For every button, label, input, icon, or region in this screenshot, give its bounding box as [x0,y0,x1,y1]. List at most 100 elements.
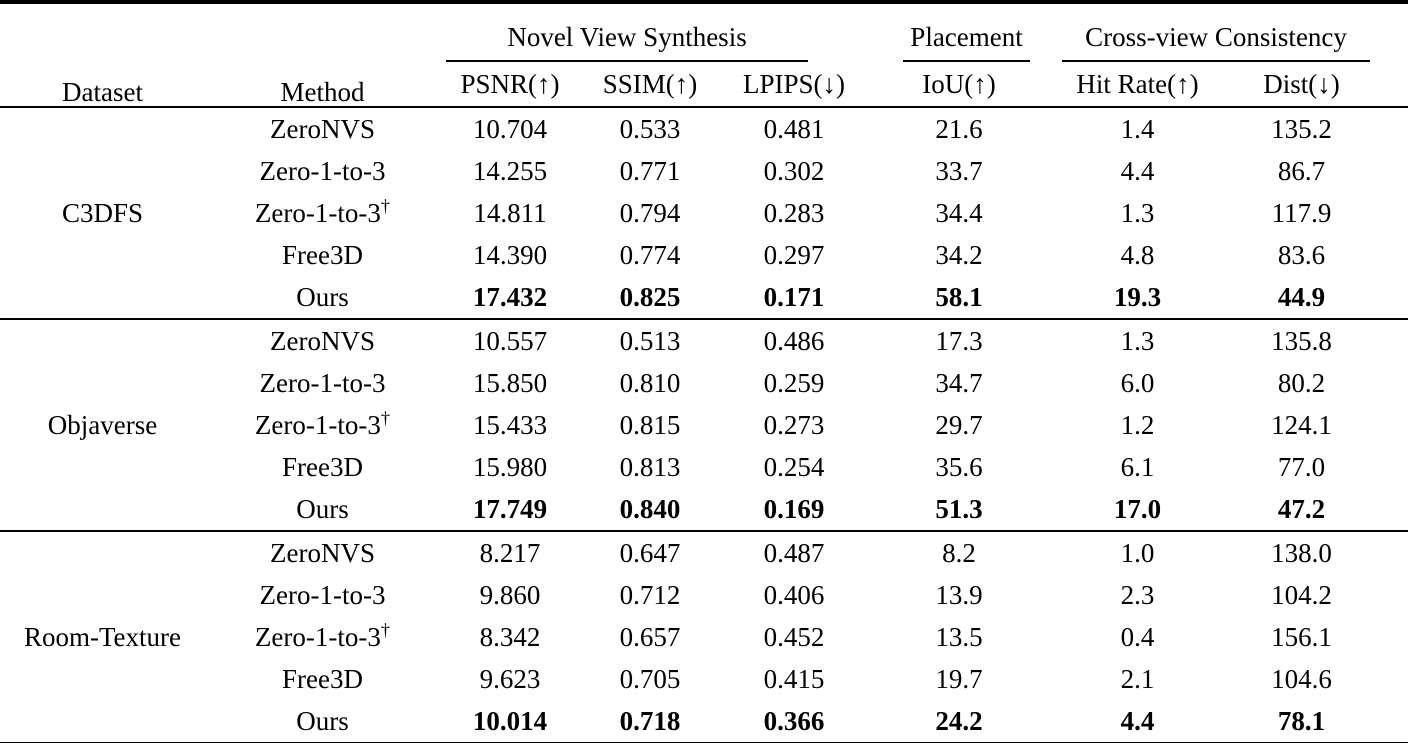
dist-value: 80.2 [1277,367,1326,398]
table-row-ours: Ours 17.432 0.825 0.171 58.1 19.3 44.9 [0,276,1408,319]
psnr-value: 14.255 [472,155,548,186]
ssim-value: 0.513 [619,325,681,356]
hit-rate-value: 19.3 [1113,281,1162,312]
iou-value: 34.2 [935,239,983,270]
dist-value: 117.9 [1271,197,1332,228]
hit-rate-value: 4.4 [1120,155,1155,186]
dist-value: 135.8 [1271,325,1332,356]
method-label: Zero-1-to-3† [254,407,391,440]
ssim-value: 0.712 [619,579,681,610]
iou-value: 51.3 [935,493,983,524]
method-label: Ours [296,493,349,524]
ssim-value: 0.774 [619,239,681,270]
dataset-label: Room-Texture [23,621,182,652]
method-label: ZeroNVS [270,113,375,144]
dist-value: 156.1 [1271,621,1332,652]
table-row: Zero-1-to-3 14.255 0.771 0.302 33.7 4.4 … [0,150,1408,192]
method-label: Ours [296,281,349,312]
hit-rate-value: 2.1 [1120,663,1155,694]
lpips-value: 0.171 [763,281,825,312]
column-header-psnr: PSNR(↑) [440,62,580,108]
iou-value: 21.6 [935,113,983,144]
lpips-value: 0.406 [763,579,825,610]
lpips-value: 0.486 [763,325,825,356]
ssim-value: 0.840 [619,493,681,524]
hit-rate-value: 6.1 [1120,451,1155,482]
dist-value: 78.1 [1277,705,1326,736]
table-row: Objaverse ZeroNVS 10.557 0.513 0.486 17.… [0,319,1408,438]
method-label: Zero-1-to-3† [254,195,391,228]
column-header-ssim: SSIM(↑) [580,62,720,108]
table-row-ours: Ours 17.749 0.840 0.169 51.3 17.0 47.2 [0,488,1408,531]
hit-rate-value: 1.0 [1120,537,1155,568]
table-row: Zero-1-to-3 15.850 0.810 0.259 34.7 6.0 … [0,362,1408,404]
method-label: ZeroNVS [270,325,375,356]
lpips-value: 0.283 [763,197,825,228]
lpips-value: 0.487 [763,537,825,568]
group-label: Cross-view Consistency [1062,24,1371,62]
table-row-ours: Ours 10.014 0.718 0.366 24.2 4.4 78.1 [0,700,1408,743]
psnr-value: 10.557 [472,325,548,356]
column-header-dist: Dist(↓) [1225,62,1408,108]
psnr-value: 8.217 [479,537,541,568]
hit-rate-value: 2.3 [1120,579,1155,610]
hit-rate-value: 6.0 [1120,367,1155,398]
table-row: Room-Texture ZeroNVS 8.217 0.647 0.487 8… [0,531,1408,650]
method-label: Free3D [282,663,363,694]
dist-value: 83.6 [1277,239,1326,270]
method-label: Free3D [282,451,363,482]
dist-value: 77.0 [1277,451,1326,482]
method-label: ZeroNVS [270,537,375,568]
group-header-placement: Placement [868,2,1050,62]
method-label: Zero-1-to-3 [259,367,386,398]
hit-rate-value: 1.3 [1120,325,1155,356]
method-label: Free3D [282,239,363,270]
table-row: C3DFS ZeroNVS 10.704 0.533 0.481 21.6 1.… [0,107,1408,226]
iou-value: 33.7 [935,155,983,186]
dist-value: 124.1 [1271,409,1332,440]
group-label: Placement [903,24,1031,62]
psnr-value: 15.980 [472,451,548,482]
ssim-value: 0.810 [619,367,681,398]
group-header-novel-view-synthesis: Novel View Synthesis [440,2,868,62]
psnr-value: 10.014 [472,705,548,736]
lpips-value: 0.302 [763,155,825,186]
iou-value: 34.7 [935,367,983,398]
ssim-value: 0.825 [619,281,681,312]
psnr-value: 8.342 [479,621,541,652]
table-row: Zero-1-to-3† 8.342 0.657 0.452 13.5 0.4 … [0,616,1408,658]
ssim-value: 0.794 [619,197,681,228]
psnr-value: 17.432 [472,281,548,312]
psnr-value: 9.860 [479,579,541,610]
psnr-value: 15.433 [472,409,548,440]
table-row: Free3D 14.390 0.774 0.297 34.2 4.8 83.6 [0,234,1408,276]
hit-rate-value: 17.0 [1113,493,1162,524]
lpips-value: 0.415 [763,663,825,694]
iou-value: 19.7 [935,663,983,694]
ssim-value: 0.813 [619,451,681,482]
ssim-value: 0.815 [619,409,681,440]
table-row: Zero-1-to-3† 14.811 0.794 0.283 34.4 1.3… [0,192,1408,234]
dist-value: 104.6 [1271,663,1332,694]
group-header-cross-view-consistency: Cross-view Consistency [1050,2,1408,62]
method-label: Zero-1-to-3† [254,619,391,652]
lpips-value: 0.259 [763,367,825,398]
column-header-method: Method [205,2,440,108]
hit-rate-value: 4.4 [1120,705,1155,736]
column-header-iou: IoU(↑) [868,62,1051,108]
lpips-value: 0.366 [763,705,825,736]
ssim-value: 0.657 [619,621,681,652]
method-label: Zero-1-to-3 [259,155,386,186]
column-header-dataset: Dataset [0,2,205,108]
column-header-lpips: LPIPS(↓) [720,62,869,108]
method-label: Zero-1-to-3 [259,579,386,610]
psnr-value: 15.850 [472,367,548,398]
psnr-value: 9.623 [479,663,541,694]
dist-value: 86.7 [1277,155,1326,186]
hit-rate-value: 1.2 [1120,409,1155,440]
dist-value: 104.2 [1271,579,1332,610]
psnr-value: 14.811 [473,197,547,228]
iou-value: 58.1 [935,281,983,312]
dataset-label: C3DFS [61,197,144,228]
